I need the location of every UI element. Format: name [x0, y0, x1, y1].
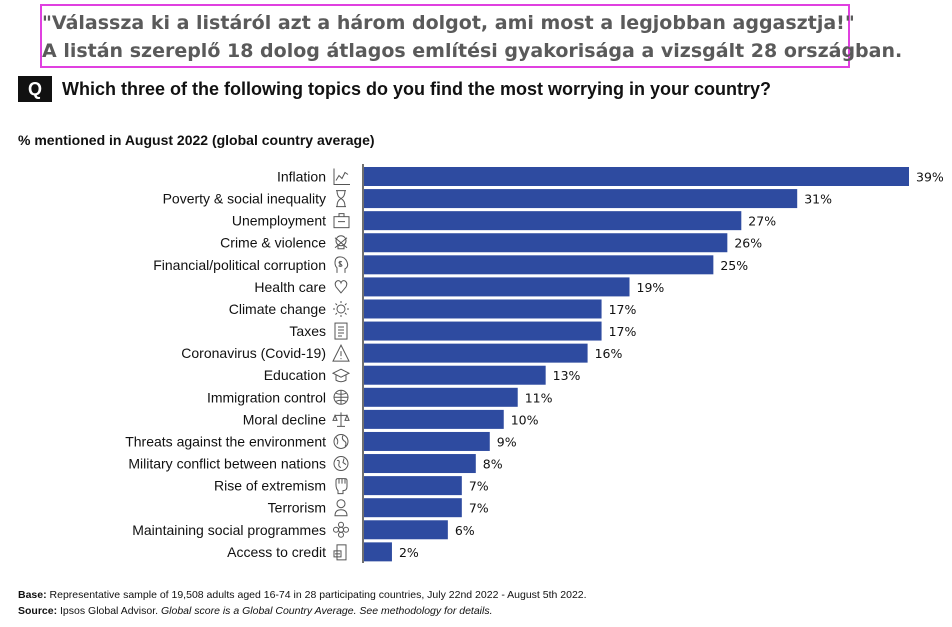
globe-leaf-icon	[333, 433, 349, 449]
value-label: 2%	[399, 545, 419, 560]
bar	[364, 211, 742, 231]
bar	[364, 299, 602, 319]
footer-source-label: Source:	[18, 605, 58, 617]
category-label: Poverty & social inequality	[163, 191, 326, 207]
value-label: 8%	[483, 457, 503, 472]
hourglass-icon	[336, 190, 346, 208]
skull-icon	[334, 235, 348, 250]
bar	[364, 431, 490, 451]
phone-card-icon	[333, 544, 347, 561]
bar	[364, 520, 448, 540]
value-label: 10%	[511, 412, 539, 427]
earth-conflict-icon	[333, 456, 349, 472]
value-label: 31%	[804, 192, 832, 207]
footer-source-note: Global score is a Global Country Average…	[160, 605, 493, 617]
money-head-icon	[334, 256, 349, 273]
value-label: 7%	[469, 479, 489, 494]
footer-base-text: Representative sample of 19,508 adults a…	[46, 589, 587, 601]
warning-triangle-icon	[332, 344, 350, 362]
category-label: Financial/political corruption	[153, 257, 326, 273]
value-label: 27%	[748, 214, 776, 229]
category-label: Climate change	[229, 301, 326, 317]
value-label: 13%	[553, 368, 581, 383]
bar	[364, 387, 518, 407]
heart-hand-icon	[334, 280, 348, 294]
bar	[364, 189, 798, 209]
bar	[364, 498, 462, 518]
value-label: 19%	[637, 280, 665, 295]
category-label: Unemployment	[232, 213, 326, 229]
bar	[364, 167, 909, 186]
bar	[364, 476, 462, 496]
footer-source: Source: Ipsos Global Advisor. Global sco…	[18, 605, 493, 617]
question-title: Which three of the following topics do y…	[62, 79, 771, 99]
category-label: Crime & violence	[220, 235, 326, 251]
hungarian-caption-line-2: A listán szereplő 18 dolog átlagos említ…	[42, 40, 903, 62]
fist-icon	[335, 478, 348, 495]
bar	[364, 321, 602, 341]
category-label: Coronavirus (Covid-19)	[181, 345, 326, 361]
bar	[364, 343, 588, 363]
category-label: Moral decline	[243, 411, 326, 427]
category-label: Health care	[254, 279, 326, 295]
value-label: 17%	[609, 324, 637, 339]
graduation-cap-icon	[331, 368, 351, 383]
receipt-icon	[334, 322, 348, 340]
category-label: Taxes	[289, 323, 326, 339]
bar	[364, 255, 714, 275]
footer-source-text: Ipsos Global Advisor.	[57, 605, 161, 617]
footer-base-label: Base:	[18, 589, 47, 601]
value-label: 7%	[469, 501, 489, 516]
chart-subtitle: % mentioned in August 2022 (global count…	[18, 132, 375, 148]
value-label: 11%	[525, 390, 553, 405]
sun-icon	[333, 300, 349, 317]
footer-base: Base: Representative sample of 19,508 ad…	[18, 589, 587, 601]
category-label: Threats against the environment	[125, 433, 326, 449]
globe-icon	[333, 389, 349, 405]
value-label: 16%	[595, 346, 623, 361]
value-label: 25%	[720, 258, 748, 273]
question-badge: Q	[18, 76, 52, 102]
value-label: 6%	[455, 523, 475, 538]
bar	[364, 542, 392, 562]
value-label: 17%	[609, 302, 637, 317]
category-label: Military conflict between nations	[128, 456, 326, 472]
category-label: Terrorism	[268, 500, 326, 516]
bar	[364, 277, 630, 297]
category-label: Education	[264, 367, 326, 383]
category-label: Rise of extremism	[214, 478, 326, 494]
scale-icon	[332, 412, 350, 427]
category-label: Immigration control	[207, 389, 326, 405]
value-label: 9%	[497, 434, 517, 449]
hungarian-caption-line-1: "Válassza ki a listáról azt a három dolg…	[42, 12, 855, 34]
value-label: 39%	[916, 170, 944, 185]
category-label: Access to credit	[227, 544, 326, 560]
bar	[364, 409, 504, 429]
hungarian-caption-box: "Válassza ki a listáról azt a három dolg…	[40, 4, 903, 68]
bar	[364, 454, 476, 474]
category-label: Inflation	[277, 169, 326, 185]
line-chart-icon	[333, 168, 350, 185]
bar	[364, 365, 546, 385]
value-label: 26%	[734, 236, 762, 251]
flower-icon	[333, 521, 349, 538]
bar	[364, 233, 728, 253]
category-label: Maintaining social programmes	[132, 522, 326, 538]
briefcase-icon	[333, 213, 350, 229]
person-icon	[334, 499, 348, 517]
